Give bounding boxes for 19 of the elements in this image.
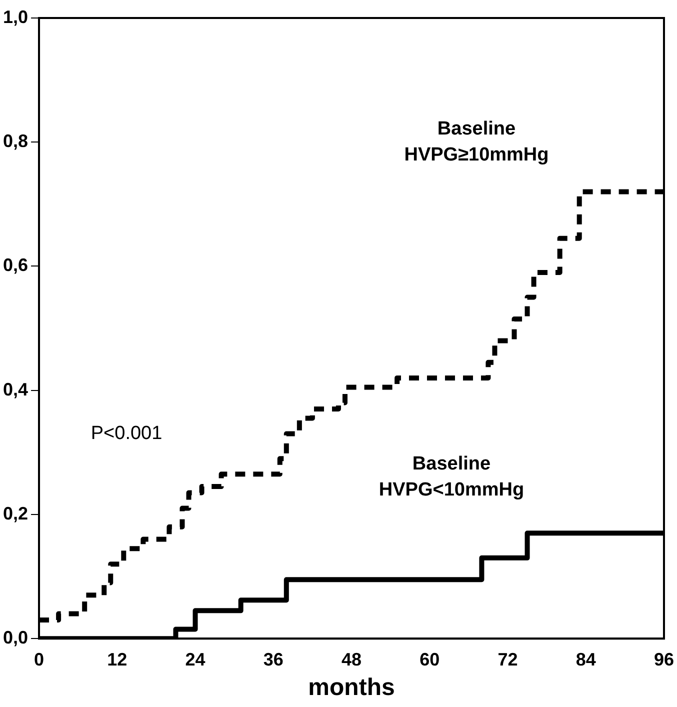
y-tick-label: 0,6 [2,255,28,276]
y-tick-label: 1,0 [2,6,28,27]
x-tick-label: 60 [420,649,440,670]
x-tick-label: 96 [654,649,674,670]
x-tick-label: 24 [185,649,206,670]
x-tick-label: 84 [576,649,596,670]
y-tick-label: 0,4 [2,379,28,400]
y-tick-label: 0,0 [2,628,28,648]
annotation: P<0.001 [90,423,162,444]
text: Baseline HVPG≥10mmHg [404,118,549,166]
x-tick-label: 0 [34,649,44,670]
y-tick-label: 0,2 [2,503,28,524]
series-label: Baseline HVPG<10mmHg [378,453,524,500]
y-tick-label: 0,8 [2,131,28,152]
x-tick-label: 36 [263,649,284,670]
x-tick-label: 48 [341,649,362,670]
x-tick-label: 12 [107,649,128,670]
x-tick-label: 72 [498,649,518,670]
x-axis-title: months [308,674,395,702]
